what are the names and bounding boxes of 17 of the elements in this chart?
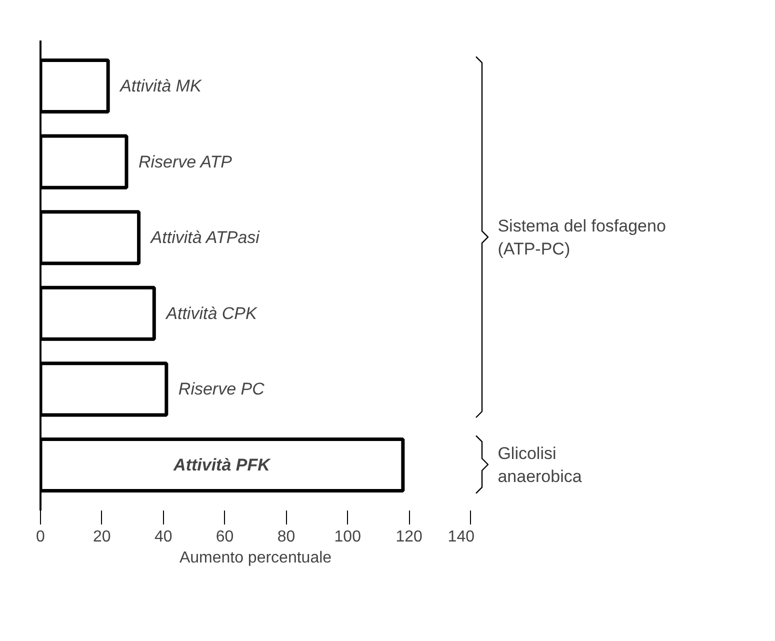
text: Sistema del fosfageno (ATP-PC) (498, 216, 666, 258)
x-tick-label: 20 (93, 528, 111, 546)
x-axis-title: Aumento percentuale (179, 550, 332, 566)
x-tick-label: 40 (154, 528, 172, 546)
x-tick-label: 80 (277, 528, 296, 546)
x-tick-label: 60 (216, 528, 234, 546)
y-tick-label: Attività ATPasi (150, 228, 261, 248)
text: Glicolisi anaerobica (498, 444, 582, 486)
y-tick-label: Riserve ATP (138, 152, 233, 172)
x-tick-label: 0 (36, 528, 46, 546)
y-tick-label: Riserve PC (178, 380, 266, 399)
x-tick-label: 100 (334, 528, 362, 546)
x-tick-label: 120 (396, 528, 423, 546)
y-tick-label: Attività CPK (165, 304, 258, 323)
y-tick-label: Attività MK (119, 76, 202, 96)
x-tick-label: 140 (448, 528, 475, 546)
y-tick-label: Attività PFK (172, 456, 272, 475)
